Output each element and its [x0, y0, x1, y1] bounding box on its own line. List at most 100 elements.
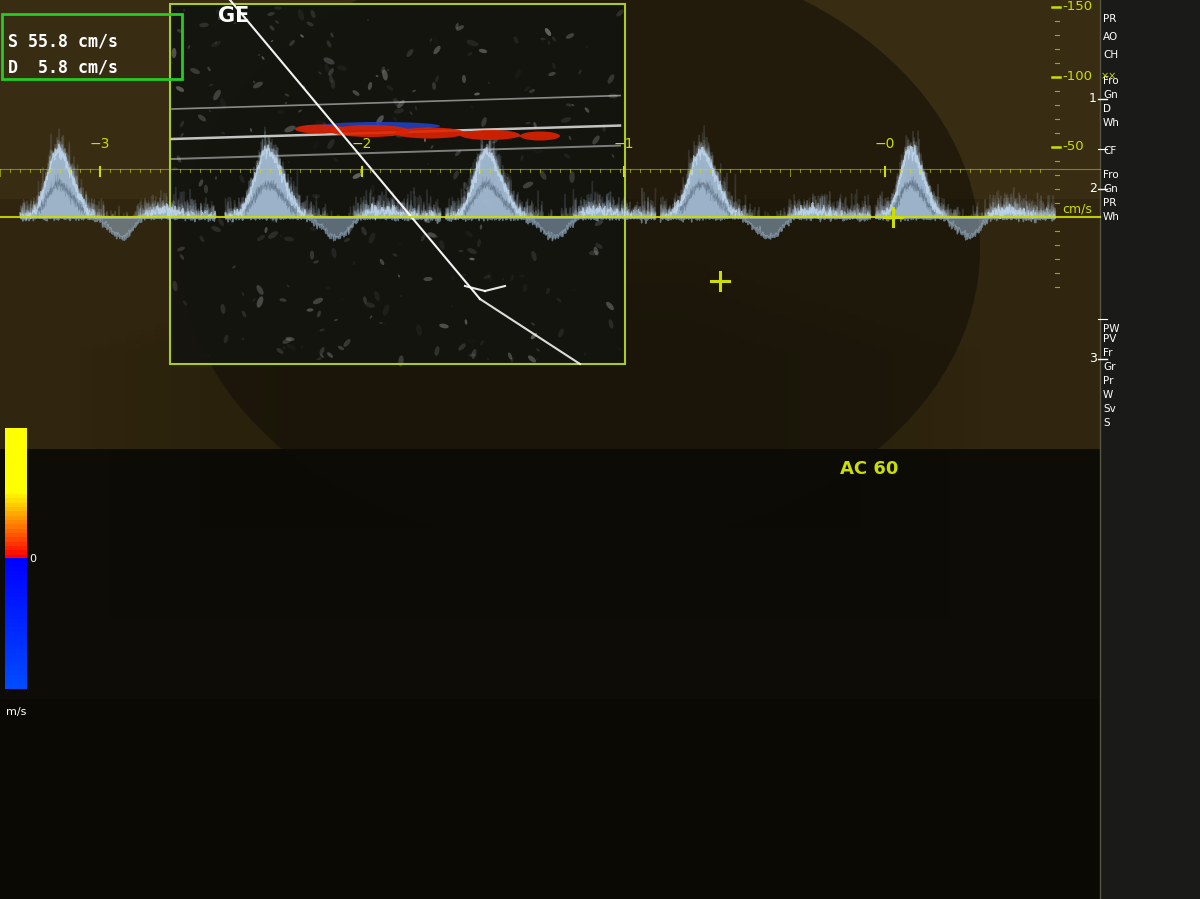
Text: S: S: [1103, 418, 1110, 428]
Ellipse shape: [242, 338, 244, 340]
Ellipse shape: [385, 269, 386, 271]
Ellipse shape: [617, 10, 624, 16]
Ellipse shape: [377, 115, 384, 125]
Ellipse shape: [176, 156, 181, 163]
Ellipse shape: [329, 58, 332, 61]
Bar: [5, 580, 28, 585]
Ellipse shape: [286, 337, 294, 341]
Bar: [5, 654, 28, 659]
Ellipse shape: [324, 58, 335, 65]
Ellipse shape: [476, 182, 480, 187]
Bar: [5, 554, 28, 559]
Ellipse shape: [462, 209, 468, 211]
Ellipse shape: [502, 279, 504, 280]
Ellipse shape: [346, 130, 348, 132]
Text: −1: −1: [613, 137, 635, 151]
Ellipse shape: [300, 34, 304, 38]
Ellipse shape: [284, 236, 294, 241]
Ellipse shape: [323, 122, 328, 132]
Text: Fro: Fro: [1103, 76, 1118, 86]
Bar: [5, 640, 28, 645]
Ellipse shape: [536, 359, 538, 360]
Ellipse shape: [474, 93, 480, 95]
Bar: [5, 506, 28, 512]
Bar: [5, 588, 28, 593]
Bar: [5, 636, 28, 641]
Ellipse shape: [204, 184, 208, 193]
Bar: [5, 649, 28, 654]
Ellipse shape: [595, 220, 604, 226]
Bar: [5, 428, 28, 433]
Bar: [5, 476, 28, 481]
Ellipse shape: [582, 217, 583, 219]
Ellipse shape: [172, 48, 176, 58]
Ellipse shape: [409, 111, 413, 115]
Ellipse shape: [478, 239, 481, 247]
Ellipse shape: [458, 343, 466, 351]
Ellipse shape: [439, 240, 444, 250]
Ellipse shape: [523, 182, 533, 189]
Bar: [5, 540, 28, 546]
Ellipse shape: [607, 75, 614, 84]
Ellipse shape: [458, 250, 463, 252]
Ellipse shape: [412, 90, 416, 93]
Ellipse shape: [330, 32, 334, 38]
Bar: [5, 628, 28, 633]
Ellipse shape: [209, 84, 214, 86]
Text: -150: -150: [1062, 1, 1092, 13]
Bar: [5, 619, 28, 624]
Bar: [5, 632, 28, 637]
Bar: [5, 563, 28, 567]
Ellipse shape: [288, 161, 290, 164]
Ellipse shape: [421, 235, 425, 242]
Bar: [5, 645, 28, 650]
Ellipse shape: [232, 265, 236, 269]
Ellipse shape: [384, 323, 386, 325]
Ellipse shape: [320, 354, 324, 358]
Bar: [5, 471, 28, 476]
Ellipse shape: [602, 124, 606, 132]
Text: Gn: Gn: [1103, 184, 1117, 194]
Ellipse shape: [275, 20, 280, 23]
Ellipse shape: [464, 319, 467, 325]
Ellipse shape: [379, 322, 383, 324]
Ellipse shape: [398, 355, 403, 367]
Ellipse shape: [464, 182, 468, 190]
Ellipse shape: [392, 254, 397, 256]
Ellipse shape: [295, 124, 346, 133]
Ellipse shape: [180, 133, 184, 137]
Ellipse shape: [466, 167, 467, 169]
Ellipse shape: [300, 124, 360, 131]
Ellipse shape: [257, 297, 263, 307]
Ellipse shape: [328, 68, 334, 76]
Ellipse shape: [313, 261, 319, 263]
Ellipse shape: [540, 38, 546, 40]
Bar: [5, 480, 28, 485]
Ellipse shape: [455, 23, 458, 29]
Ellipse shape: [328, 139, 335, 149]
Ellipse shape: [565, 103, 572, 107]
Bar: [275, 284, 785, 454]
Ellipse shape: [301, 345, 302, 349]
Ellipse shape: [310, 251, 314, 260]
Ellipse shape: [514, 37, 518, 43]
Ellipse shape: [253, 82, 263, 88]
Ellipse shape: [368, 233, 376, 244]
Ellipse shape: [416, 325, 422, 336]
Ellipse shape: [282, 338, 292, 344]
Ellipse shape: [353, 90, 360, 96]
Bar: [5, 502, 28, 507]
Ellipse shape: [594, 246, 599, 255]
Text: CH: CH: [1103, 50, 1118, 60]
Ellipse shape: [180, 254, 185, 260]
Text: 0: 0: [29, 554, 36, 564]
Ellipse shape: [578, 69, 582, 75]
Bar: [5, 445, 28, 450]
Ellipse shape: [466, 231, 473, 237]
Ellipse shape: [536, 349, 540, 352]
Bar: [5, 597, 28, 602]
Ellipse shape: [515, 216, 523, 220]
Ellipse shape: [270, 25, 275, 31]
Ellipse shape: [370, 316, 372, 318]
Bar: [5, 545, 28, 550]
